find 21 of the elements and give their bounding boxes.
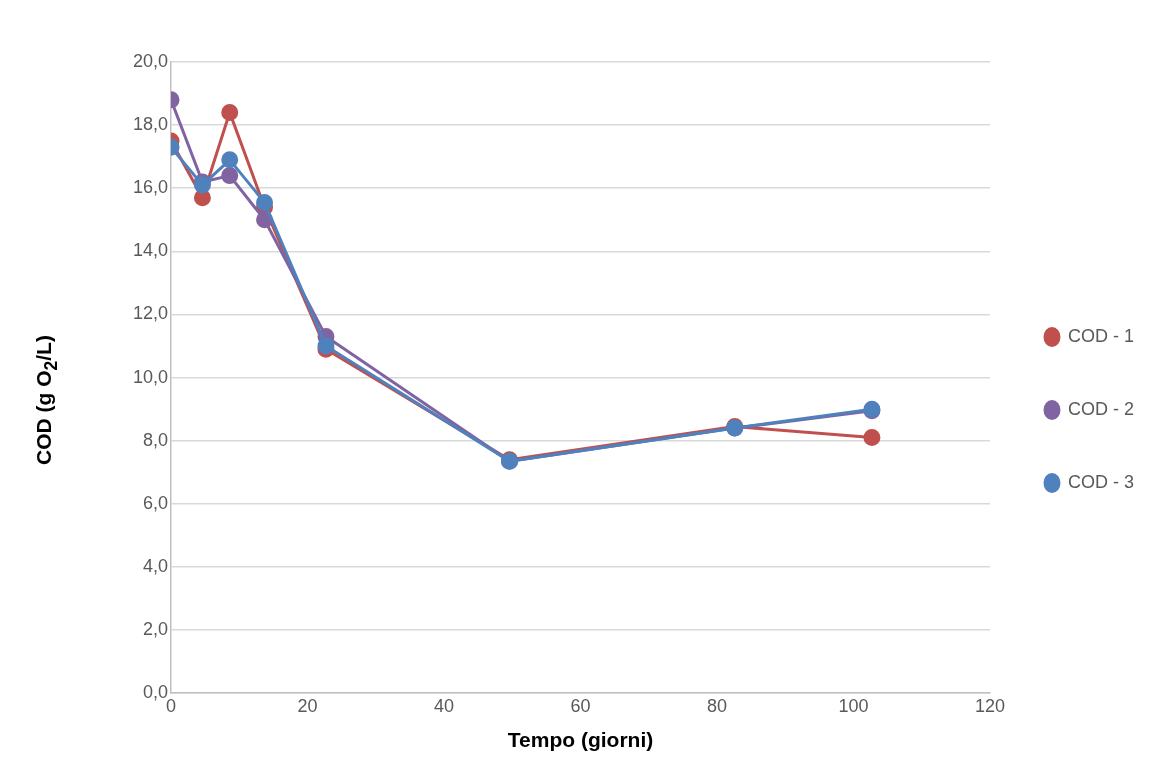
y-tick-label: 12,0: [132, 303, 169, 324]
y-tick-label: 10,0: [132, 366, 169, 387]
x-tick-label: 60: [570, 695, 591, 716]
y-tick-label: 14,0: [132, 240, 169, 261]
y-tick-label: 16,0: [132, 177, 169, 198]
legend-label: COD - 2: [1067, 398, 1135, 419]
x-tick-label: 80: [706, 695, 728, 716]
y-tick-label: 6,0: [143, 492, 169, 513]
x-tick-label: 100: [838, 695, 869, 716]
legend-label: COD - 1: [1067, 325, 1135, 346]
x-tick-label: 120: [974, 695, 1006, 716]
legend-label: COD - 3: [1067, 471, 1135, 492]
x-tick-label: 20: [297, 695, 318, 716]
y-tick-label: 20,0: [132, 50, 169, 71]
y-tick-label: 18,0: [132, 114, 169, 135]
x-tick-label: 0: [166, 695, 177, 716]
x-tick-label: 40: [434, 695, 455, 716]
x-axis-title: Tempo (giorni): [507, 728, 654, 752]
y-tick-label: 8,0: [143, 429, 169, 450]
y-tick-label: 2,0: [143, 619, 169, 640]
y-tick-label: 4,0: [143, 555, 169, 576]
